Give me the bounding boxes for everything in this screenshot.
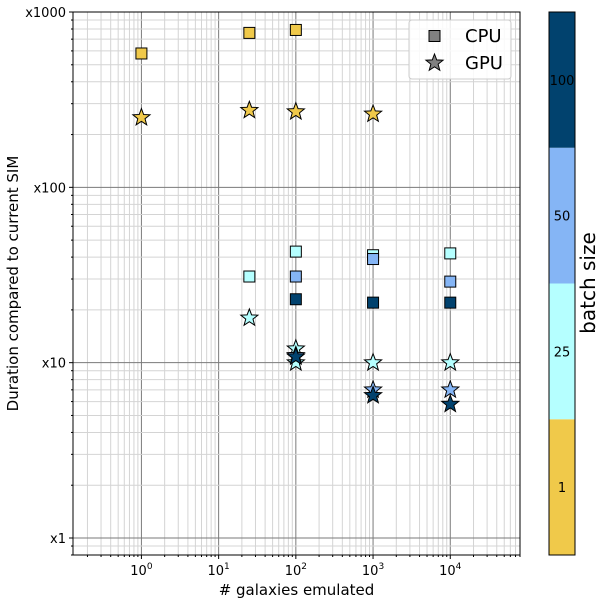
colorbar: 1 25 50 100 — [548, 11, 576, 556]
colorbar-segment — [549, 147, 575, 284]
cpu-square-marker — [289, 270, 302, 283]
x-tick-label: 102 — [285, 562, 307, 579]
gpu-star-marker — [363, 103, 383, 123]
y-tick-label: x10 — [42, 357, 66, 372]
cpu-square-marker — [367, 296, 380, 309]
axis-ticks: 100 101 102 103 104 x1 x10 x100 x1000 — [25, 6, 521, 579]
cpu-square-marker — [289, 23, 302, 36]
cpu-square-marker — [444, 247, 457, 260]
gpu-star-marker — [363, 352, 383, 372]
cpu-square-marker — [289, 245, 302, 258]
cpu-square-marker — [135, 47, 148, 60]
gpu-star-marker — [285, 346, 306, 366]
x-axis-label: # galaxies emulated — [219, 581, 375, 599]
colorbar-segment — [549, 419, 575, 555]
gpu-star-marker — [285, 101, 306, 121]
gpu-star-marker — [239, 99, 260, 119]
colorbar-tick-label: 100 — [550, 74, 575, 89]
y-tick-label: x100 — [33, 181, 66, 196]
gpu-star-marker — [440, 393, 461, 413]
legend-cpu-swatch — [428, 30, 441, 42]
legend-label: GPU — [465, 53, 503, 74]
gpu-star-marker — [440, 352, 461, 372]
colorbar-frame — [548, 11, 576, 556]
cpu-square-marker — [289, 293, 302, 306]
legend-label: CPU — [465, 26, 502, 47]
y-tick-label: x1000 — [25, 6, 66, 21]
x-tick-label: 100 — [130, 562, 153, 579]
cpu-square-marker — [243, 270, 256, 283]
gpu-star-marker — [440, 379, 461, 399]
cpu-square-marker — [243, 26, 256, 39]
y-tick-label: x1 — [50, 532, 66, 547]
x-tick-label: 104 — [439, 562, 462, 579]
gpu-star-marker — [363, 385, 383, 404]
cpu-square-marker — [444, 275, 457, 288]
gpu-star-marker — [239, 307, 260, 327]
legend-gpu-swatch — [424, 52, 445, 72]
plot-frame — [72, 11, 521, 556]
gpu-star-marker — [285, 352, 306, 372]
data-markers — [131, 23, 461, 413]
colorbar-tick-label: 1 — [558, 481, 566, 496]
colorbar-segment — [549, 283, 575, 420]
x-tick-label: 103 — [362, 562, 384, 579]
cpu-square-marker — [444, 296, 457, 309]
colorbar-segment — [549, 12, 575, 148]
colorbar-label: batch size — [576, 232, 600, 334]
legend: CPU GPU — [408, 19, 512, 80]
x-tick-label: 101 — [207, 562, 229, 579]
y-axis-label: Duration compared to current SIM — [4, 156, 22, 412]
gpu-star-marker — [131, 107, 152, 126]
cpu-square-marker — [367, 253, 380, 266]
colorbar-tick-label: 25 — [554, 345, 571, 360]
colorbar-tick-label: 50 — [554, 210, 571, 225]
